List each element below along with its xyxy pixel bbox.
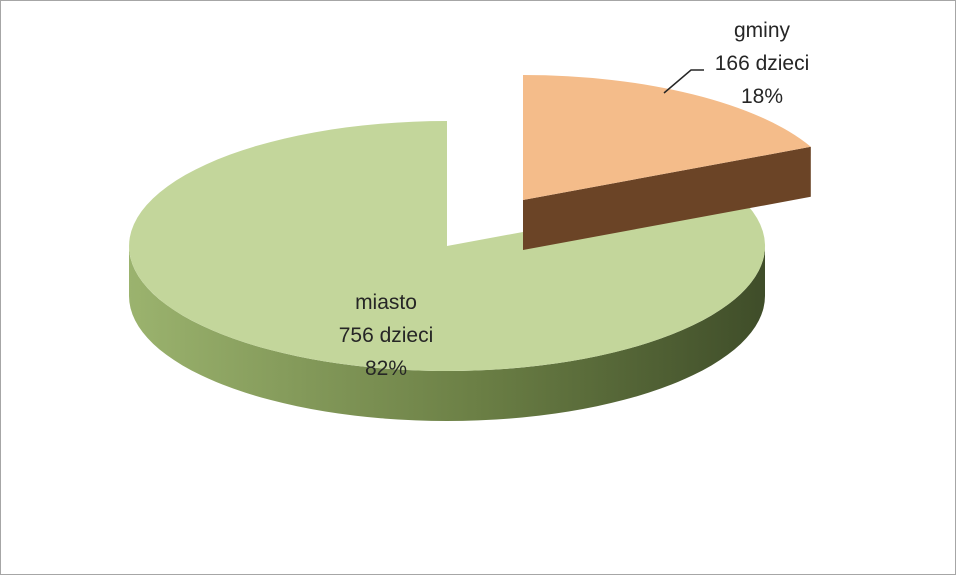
gminy-leader-line [663,69,704,94]
slice-gminy-top [523,75,811,200]
miasto-label-name: miasto [355,291,417,314]
slice-miasto[interactable] [129,121,766,421]
slice-miasto-side [129,246,765,421]
slice-gminy-side-inner [523,146,811,250]
slice-miasto-top [129,121,766,372]
gminy-label-percent: 18% [741,85,783,108]
gminy-data-label: gminy 166 dzieci 18% [715,19,810,108]
miasto-label-value: 756 dzieci [339,324,434,347]
miasto-label-percent: 82% [365,357,407,380]
miasto-data-label: miasto 756 dzieci 82% [339,291,434,380]
slice-gminy[interactable] [523,75,811,250]
gminy-label-name: gminy [734,19,791,42]
gminy-label-value: 166 dzieci [715,52,810,75]
